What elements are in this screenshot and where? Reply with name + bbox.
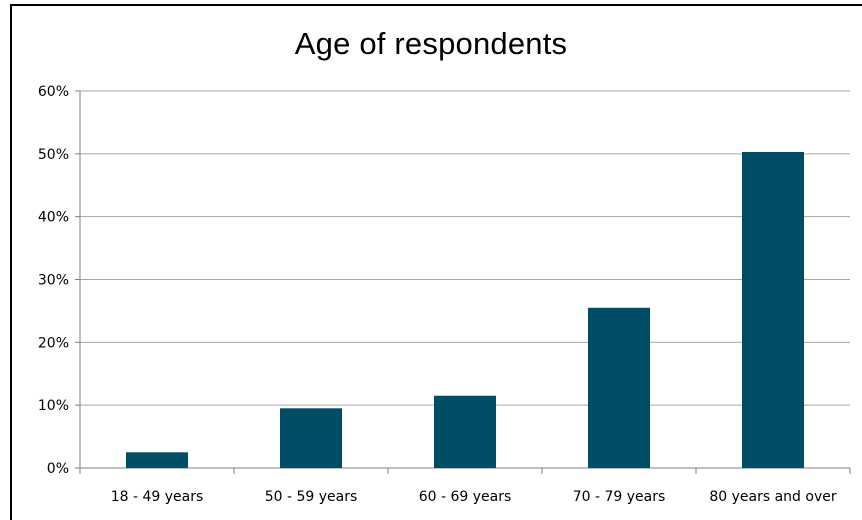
x-category-label: 18 - 49 years [111, 489, 204, 505]
y-tick-label: 10% [38, 398, 69, 414]
bar [280, 408, 342, 468]
y-tick-label: 0% [47, 461, 69, 477]
x-category-label: 50 - 59 years [265, 489, 358, 505]
bar [588, 307, 650, 468]
x-category-label: 60 - 69 years [419, 489, 512, 505]
bar [434, 395, 496, 468]
x-category-label: 70 - 79 years [573, 489, 666, 505]
y-tick-label: 40% [38, 210, 69, 226]
bar [126, 452, 188, 468]
y-tick-label: 20% [38, 335, 69, 351]
chart-title: Age of respondents [294, 26, 568, 61]
bar [742, 151, 804, 468]
y-tick-label: 60% [38, 84, 69, 100]
y-tick-label: 30% [38, 273, 69, 289]
x-category-label: 80 years and over [709, 489, 836, 505]
y-tick-label: 50% [38, 147, 69, 163]
